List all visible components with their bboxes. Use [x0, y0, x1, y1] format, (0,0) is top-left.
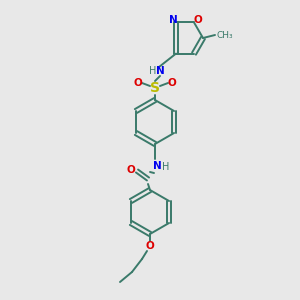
Text: O: O — [146, 241, 154, 251]
Text: O: O — [134, 78, 142, 88]
Text: N: N — [153, 161, 161, 171]
Text: N: N — [156, 66, 164, 76]
Text: N: N — [169, 15, 177, 26]
Text: O: O — [194, 15, 202, 26]
Text: S: S — [150, 81, 160, 95]
Text: O: O — [127, 165, 135, 175]
Text: CH₃: CH₃ — [217, 31, 233, 40]
Text: O: O — [168, 78, 176, 88]
Text: H: H — [149, 66, 157, 76]
Text: H: H — [162, 162, 170, 172]
